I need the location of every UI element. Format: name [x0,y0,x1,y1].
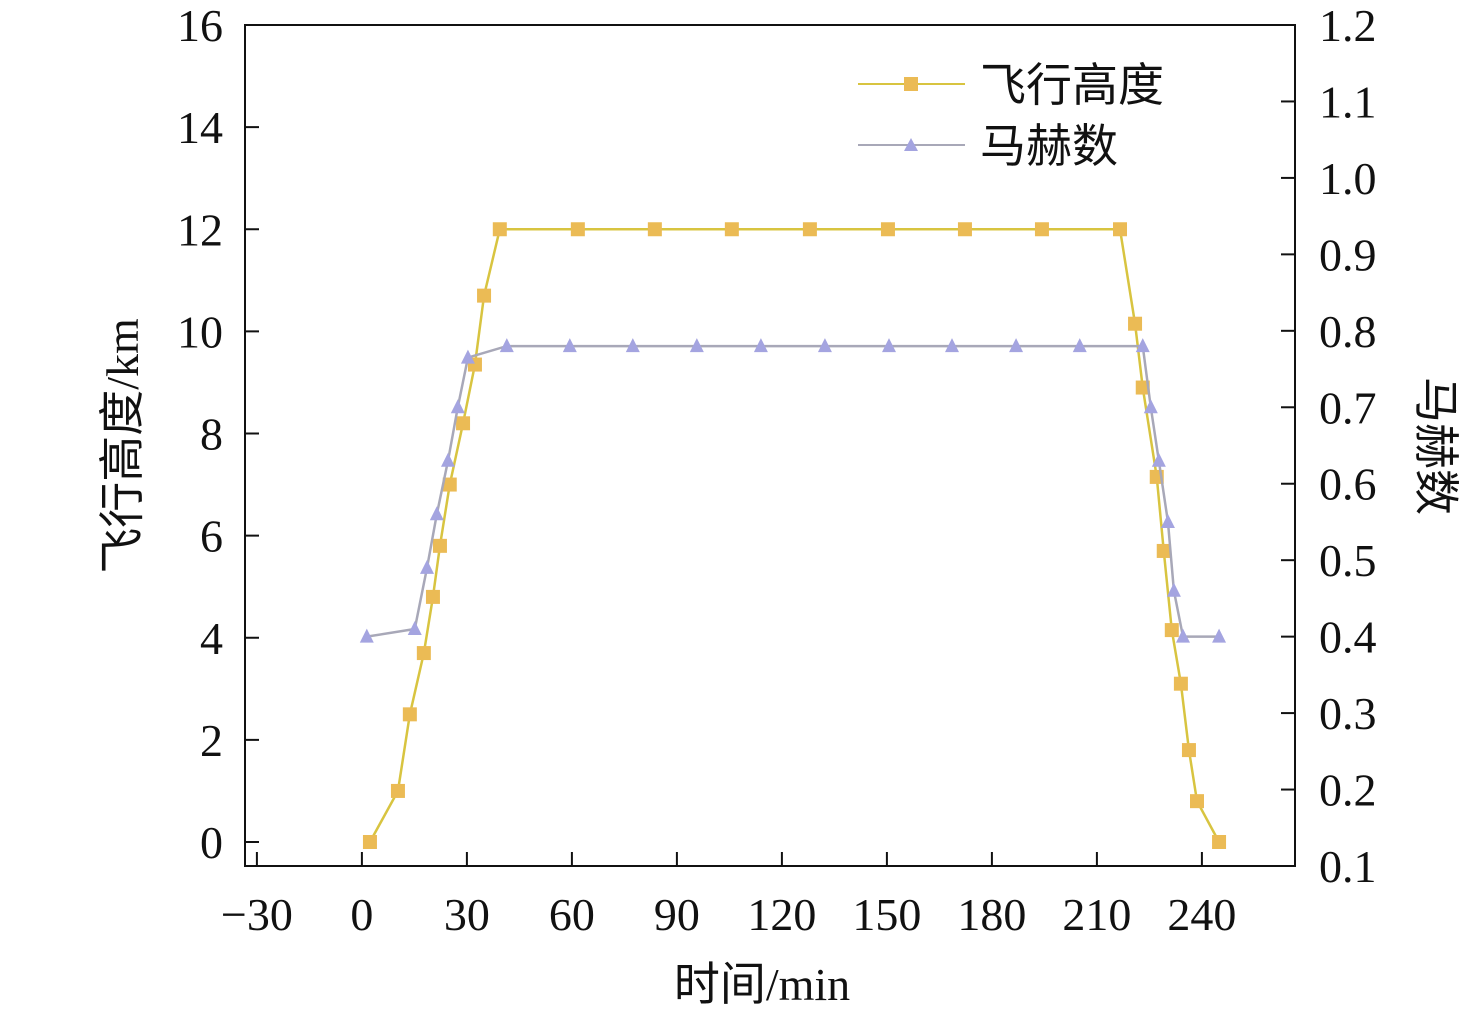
mach-point [429,506,444,521]
altitude-point [1128,316,1143,331]
mach-point [1143,399,1158,414]
mach-point [1072,338,1087,353]
y-tick-label: 14 [177,102,223,153]
y2-tick-label: 0.1 [1319,841,1377,892]
y2-tick-label: 0.6 [1319,459,1377,510]
mach-point [407,620,422,635]
y2-tick-label: 0.9 [1319,229,1377,280]
altitude-point [647,222,662,237]
mach-point [359,628,374,643]
x-tick-label: 60 [549,889,595,940]
altitude-point [1164,623,1179,638]
y2-tick-label: 0.4 [1319,612,1377,663]
y-tick-label: 6 [200,511,223,562]
altitude-point [957,222,972,237]
mach-point [499,338,514,353]
x-tick-label: 240 [1167,889,1236,940]
mach-point [625,338,640,353]
legend-marker-altitude [904,77,918,91]
altitude-point [477,288,492,303]
altitude-point [390,783,405,798]
altitude-point [416,646,431,661]
altitude-point [425,589,440,604]
mach-line [366,344,1220,638]
mach-point [460,349,475,364]
y-tick-label: 12 [177,204,223,255]
altitude-point [1135,380,1150,395]
y2-tick-label: 0.2 [1319,765,1377,816]
altitude-point [362,835,377,850]
altitude-point [802,222,817,237]
mach-point [450,399,465,414]
y-axis-label: 飞行高度/km [97,318,148,574]
mach-point [420,559,434,574]
y-tick-label: 10 [177,306,223,357]
x-axis-label: 时间/min [674,959,850,1010]
mach-point [1166,582,1181,597]
y2-tick-label: 0.5 [1319,535,1377,586]
mach-point [1176,628,1190,643]
y2-axis-label: 马赫数 [1410,377,1461,515]
x-tick-label: 30 [444,889,490,940]
y2-tick-label: 1.2 [1319,0,1377,51]
mach-point [1009,338,1024,353]
altitude-point [442,477,457,492]
altitude-line [368,228,1221,843]
legend-marker-mach [904,138,918,151]
altitude-point [1113,222,1127,237]
mach-point [1151,452,1166,467]
altitude-point [724,222,739,237]
altitude-point [1156,543,1171,558]
y2-tick-label: 0.8 [1319,306,1377,357]
y2-tick-label: 1.1 [1319,76,1377,127]
mach-point [689,338,704,353]
altitude-point [1190,794,1204,809]
mach-point [945,338,959,353]
y-tick-label: 2 [200,715,223,766]
altitude-point [1181,743,1196,758]
altitude-point [432,538,447,553]
y2-tick-label: 1.0 [1319,153,1377,204]
mach-point [1160,513,1175,528]
plot-frame [244,24,1296,867]
legend-label-altitude: 飞行高度 [980,60,1164,111]
legend-label-mach: 马赫数 [980,121,1118,172]
mach-point [753,338,768,353]
mach-point [1212,628,1227,643]
x-tick-label: −30 [221,889,293,940]
altitude-point [1034,222,1049,237]
mach-point [1135,338,1150,353]
y2-tick-label: 0.7 [1319,382,1377,433]
mach-point [562,338,577,353]
legend: 飞行高度 马赫数 [858,60,1164,172]
altitude-point [1173,676,1188,691]
x-tick-label: 120 [747,889,816,940]
y-tick-label: 16 [177,0,223,51]
x-tick-label: 150 [852,889,921,940]
x-tick-label: 0 [350,889,373,940]
mach-point [441,452,455,467]
altitude-point [1212,835,1227,850]
x-tick-label: 210 [1062,889,1131,940]
y2-tick-label: 0.3 [1319,688,1377,739]
mach-point [882,338,896,353]
y-tick-label: 0 [200,817,223,868]
altitude-point [570,222,585,237]
altitude-point [880,222,895,237]
x-tick-label: 180 [957,889,1026,940]
altitude-point [456,416,471,431]
y-tick-label: 8 [200,409,223,460]
altitude-point [402,707,417,722]
altitude-point [492,222,507,237]
y-tick-label: 4 [200,613,223,664]
x-tick-label: 90 [654,889,700,940]
mach-point [817,338,832,353]
